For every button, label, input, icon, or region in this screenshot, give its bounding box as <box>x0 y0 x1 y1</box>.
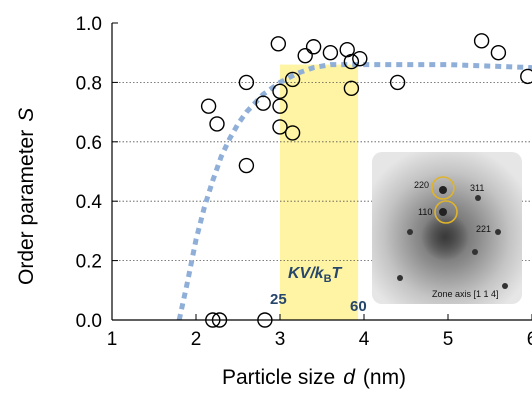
fit-curve <box>176 62 532 320</box>
inset-caption: Zone axis [1 1 4] <box>432 289 499 299</box>
data-point <box>343 53 360 70</box>
inset-spot <box>397 275 403 281</box>
data-point <box>272 83 288 100</box>
inset-spot <box>472 249 478 255</box>
data-point <box>473 33 490 49</box>
inset-label-311: 311 <box>470 183 484 193</box>
data-point <box>272 98 288 114</box>
data-point <box>352 50 368 67</box>
data-point <box>284 71 301 88</box>
inset-spot <box>439 208 447 216</box>
data-point <box>297 47 313 64</box>
x-tick-label: 3 <box>275 329 286 350</box>
data-point <box>238 74 255 91</box>
inset-highlight-circle <box>434 200 458 224</box>
x-tick-label: 5 <box>443 329 454 350</box>
region-right-value: 60 <box>350 298 367 315</box>
x-tick-label: 4 <box>359 329 370 350</box>
data-point <box>270 36 287 52</box>
axis-ticks: 1 2 3 4 5 6 0.0 0.2 0.4 0.6 0.8 1.0 <box>76 14 532 350</box>
inset-label-221: 221 <box>476 224 491 234</box>
inset-spot <box>495 229 501 235</box>
x-tick-label: 1 <box>107 329 118 350</box>
data-point <box>284 125 301 141</box>
data-point <box>272 119 288 135</box>
y-tick-label: 0.2 <box>76 252 102 273</box>
inset-center-spot <box>421 213 469 261</box>
data-point <box>209 116 225 132</box>
data-point <box>490 45 507 61</box>
y-tick-label: 0.4 <box>76 192 103 213</box>
data-point <box>343 80 360 97</box>
x-tick-label: 6 <box>527 329 532 350</box>
inset-label-110: 110 <box>418 207 432 217</box>
y-axis-title: Order parameterS <box>15 108 38 285</box>
region-label: KV/kBT <box>288 265 343 285</box>
data-point <box>200 98 217 114</box>
y-tick-label: 0.0 <box>76 311 102 332</box>
highlight-region <box>280 64 359 320</box>
y-tick-label: 0.8 <box>76 73 102 94</box>
inset-label-220: 220 <box>414 180 429 190</box>
diffraction-inset: 220 311 110 221 Zone axis [1 1 4] <box>372 152 522 304</box>
x-axis-title: Particle size d (nm) <box>222 366 406 389</box>
inset-highlight-circle <box>431 176 455 200</box>
x-tick-label: 2 <box>191 329 202 350</box>
data-point <box>322 45 339 61</box>
inset-spot <box>439 186 447 194</box>
data-point <box>520 68 532 85</box>
region-left-value: 25 <box>270 291 287 308</box>
data-point <box>238 157 255 174</box>
data-point <box>305 39 322 55</box>
y-tick-label: 0.6 <box>76 133 102 154</box>
inset-spot <box>407 229 413 235</box>
data-point <box>389 74 406 91</box>
data-point <box>255 95 271 111</box>
y-tick-label: 1.0 <box>76 14 102 35</box>
inset-spot <box>502 283 508 289</box>
inset-spot <box>475 195 481 201</box>
